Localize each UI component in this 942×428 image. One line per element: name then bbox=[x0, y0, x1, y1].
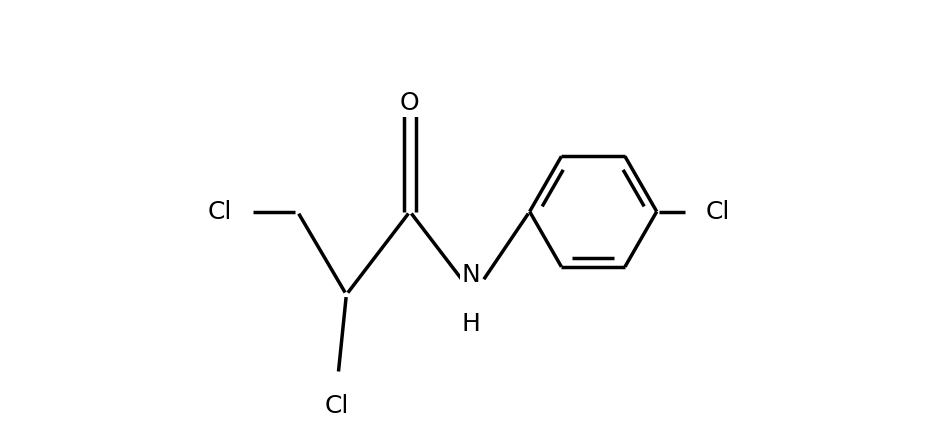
Text: Cl: Cl bbox=[706, 199, 730, 223]
Text: Cl: Cl bbox=[324, 394, 349, 418]
Text: N: N bbox=[462, 263, 480, 287]
Text: H: H bbox=[462, 312, 480, 336]
Text: O: O bbox=[400, 91, 420, 115]
Text: Cl: Cl bbox=[207, 199, 232, 223]
